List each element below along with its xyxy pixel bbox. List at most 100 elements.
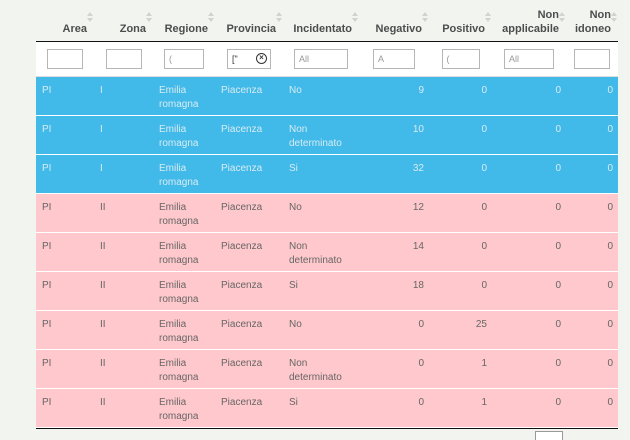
sort-arrows-icon[interactable]	[559, 12, 565, 24]
cell-zona: II	[94, 388, 153, 428]
clear-circle-icon[interactable]: ×	[256, 53, 267, 64]
filter-input-regione[interactable]: (	[164, 49, 204, 69]
column-header-area[interactable]: Area	[36, 0, 94, 42]
cell-non-applicabile: 0	[492, 115, 566, 155]
cell-provincia: Piacenza	[215, 388, 283, 428]
filter-input-non-idoneo[interactable]	[574, 49, 610, 69]
cell-area: PI	[36, 154, 94, 194]
sort-arrows-icon[interactable]	[611, 12, 617, 24]
column-label: Regione	[164, 23, 208, 35]
cell-incidentato: Non determinato	[283, 232, 359, 272]
column-header-non-idoneo[interactable]: Non idoneo	[566, 0, 618, 42]
sort-arrows-icon[interactable]	[87, 12, 93, 24]
cell-area: PI	[36, 115, 94, 155]
cell-non-applicabile: 0	[492, 310, 566, 350]
filter-input-positivo[interactable]: (	[441, 49, 480, 69]
cell-zona: I	[94, 154, 153, 194]
cell-negativo: 0	[359, 349, 429, 389]
table-row[interactable]: PI I Emilia romagna Piacenza Si 32 0 0 0	[36, 154, 618, 194]
sort-arrows-icon[interactable]	[485, 12, 491, 24]
table-row[interactable]: PI II Emilia romagna Piacenza No 12 0 0 0	[36, 193, 618, 233]
filter-cell-zona	[94, 41, 153, 77]
table-row[interactable]: PI II Emilia romagna Piacenza Non determinat…	[36, 349, 618, 389]
pagination-control[interactable]	[535, 431, 563, 440]
filter-cell-positivo: (	[429, 41, 492, 77]
table-row[interactable]: PI I Emilia romagna Piacenza Non determinato…	[36, 115, 618, 155]
cell-regione: Emilia romagna	[153, 310, 215, 350]
table-row[interactable]: PI II Emilia romagna Piacenza Si 18 0 0 0	[36, 271, 618, 311]
filter-input-area[interactable]	[47, 49, 83, 69]
column-header-negativo[interactable]: Negativo	[359, 0, 429, 42]
cell-non-applicabile: 0	[492, 76, 566, 116]
cell-positivo: 1	[429, 388, 492, 428]
cell-non-idoneo: 0	[566, 232, 618, 272]
cell-regione: Emilia romagna	[153, 193, 215, 233]
cell-negativo: 0	[359, 388, 429, 428]
column-label: Non applicabile	[502, 9, 559, 35]
table-row[interactable]: PI II Emilia romagna Piacenza No 0 25 0 0	[36, 310, 618, 350]
cell-provincia: Piacenza	[215, 349, 283, 389]
cell-positivo: 0	[429, 193, 492, 233]
cell-negativo: 18	[359, 271, 429, 311]
cell-non-applicabile: 0	[492, 232, 566, 272]
cell-positivo: 0	[429, 115, 492, 155]
data-table: Area Zona Regione Provincia Incidentato …	[36, 0, 618, 428]
cell-positivo: 0	[429, 271, 492, 311]
cell-regione: Emilia romagna	[153, 271, 215, 311]
cell-regione: Emilia romagna	[153, 115, 215, 155]
column-header-incidentato[interactable]: Incidentato	[283, 0, 359, 42]
table-row[interactable]: PI II Emilia romagna Piacenza Non determinat…	[36, 232, 618, 272]
cell-non-idoneo: 0	[566, 193, 618, 233]
cell-negativo: 12	[359, 193, 429, 233]
cell-regione: Emilia romagna	[153, 388, 215, 428]
cell-positivo: 1	[429, 349, 492, 389]
sort-arrows-icon[interactable]	[352, 12, 358, 24]
cell-provincia: Piacenza	[215, 115, 283, 155]
cell-negativo: 32	[359, 154, 429, 194]
cell-zona: II	[94, 349, 153, 389]
cell-zona: II	[94, 232, 153, 272]
table-row[interactable]: PI II Emilia romagna Piacenza Si 0 1 0 0	[36, 388, 618, 428]
cell-non-idoneo: 0	[566, 115, 618, 155]
cell-provincia: Piacenza	[215, 232, 283, 272]
table-row[interactable]: PI I Emilia romagna Piacenza No 9 0 0 0	[36, 76, 618, 116]
filter-cell-provincia: [" ×	[215, 41, 283, 77]
filter-input-negativo[interactable]: A	[373, 49, 415, 69]
cell-incidentato: Non determinato	[283, 349, 359, 389]
filter-input-provincia[interactable]: [" ×	[227, 49, 271, 69]
cell-positivo: 0	[429, 232, 492, 272]
cell-provincia: Piacenza	[215, 271, 283, 311]
cell-non-idoneo: 0	[566, 310, 618, 350]
sort-arrows-icon[interactable]	[276, 12, 282, 24]
cell-incidentato: Si	[283, 154, 359, 194]
sort-arrows-icon[interactable]	[208, 12, 214, 24]
sort-arrows-icon[interactable]	[146, 12, 152, 24]
cell-negativo: 0	[359, 310, 429, 350]
column-label: Incidentato	[293, 23, 352, 35]
cell-incidentato: No	[283, 310, 359, 350]
filter-select-incidentato[interactable]: All	[294, 49, 348, 69]
cell-incidentato: No	[283, 76, 359, 116]
cell-negativo: 10	[359, 115, 429, 155]
cell-positivo: 25	[429, 310, 492, 350]
sort-arrows-icon[interactable]	[422, 12, 428, 24]
filter-cell-area	[36, 41, 94, 77]
column-header-provincia[interactable]: Provincia	[215, 0, 283, 42]
cell-negativo: 9	[359, 76, 429, 116]
filter-cell-non-idoneo	[566, 41, 618, 77]
column-header-zona[interactable]: Zona	[94, 0, 153, 42]
column-label: Area	[62, 23, 87, 35]
cell-regione: Emilia romagna	[153, 232, 215, 272]
filter-select-non-applicabile[interactable]: All	[504, 49, 554, 69]
cell-incidentato: No	[283, 193, 359, 233]
cell-provincia: Piacenza	[215, 154, 283, 194]
column-label: Provincia	[226, 23, 276, 35]
column-header-positivo[interactable]: Positivo	[429, 0, 492, 42]
filter-input-zona[interactable]	[105, 49, 142, 69]
cell-provincia: Piacenza	[215, 193, 283, 233]
cell-non-applicabile: 0	[492, 349, 566, 389]
cell-zona: II	[94, 193, 153, 233]
column-header-regione[interactable]: Regione	[153, 0, 215, 42]
cell-non-idoneo: 0	[566, 388, 618, 428]
column-header-non-applicabile[interactable]: Non applicabile	[492, 0, 566, 42]
